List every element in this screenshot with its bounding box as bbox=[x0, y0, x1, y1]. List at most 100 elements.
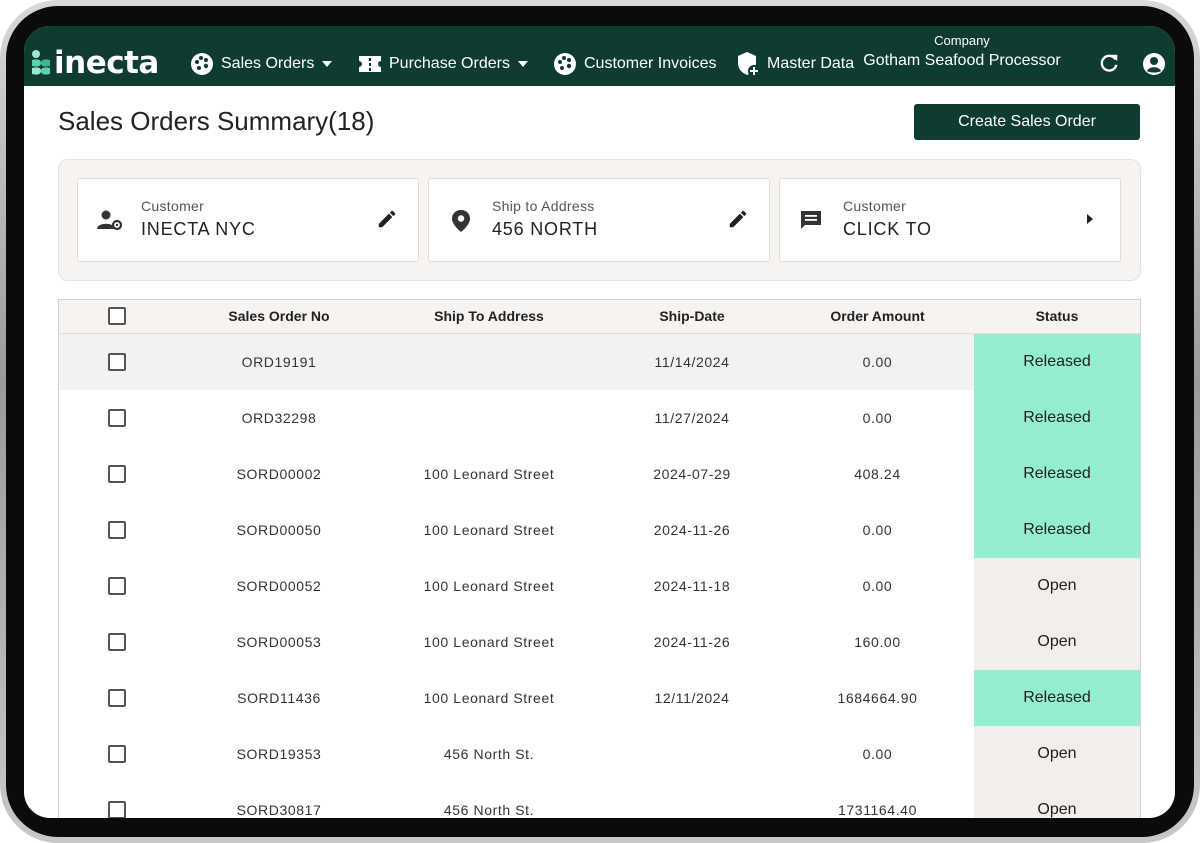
nav-customer-invoices[interactable]: Customer Invoices bbox=[553, 50, 717, 78]
logo-text: inecta bbox=[54, 45, 159, 81]
ship-to-address: 456 North St. bbox=[443, 802, 535, 818]
company-name: Gotham Seafood Processor bbox=[863, 52, 1061, 69]
ship-date bbox=[599, 782, 785, 818]
order-amount: 0.00 bbox=[862, 522, 893, 538]
location-pin-icon bbox=[451, 209, 471, 233]
inecta-logo[interactable]: inecta bbox=[30, 46, 159, 80]
shield-plus-icon bbox=[736, 51, 760, 77]
table-row[interactable]: SORD19353 456 North St. 0.00 Open bbox=[59, 726, 1140, 783]
column-header[interactable]: Status bbox=[1035, 308, 1079, 324]
ship-to-address: 100 Leonard Street bbox=[423, 466, 555, 482]
row-checkbox[interactable] bbox=[108, 353, 126, 371]
status-badge: Released bbox=[974, 670, 1140, 726]
ship-date: 2024-11-18 bbox=[653, 578, 731, 594]
status-badge: Open bbox=[974, 614, 1140, 670]
nav-label: Master Data bbox=[767, 55, 855, 72]
row-checkbox[interactable] bbox=[108, 521, 126, 539]
row-checkbox[interactable] bbox=[108, 745, 126, 763]
ticket-icon bbox=[358, 54, 382, 74]
row-checkbox[interactable] bbox=[108, 689, 126, 707]
customer-filter-card[interactable]: Customer INECTA NYC bbox=[77, 178, 419, 262]
nav-sales-orders[interactable]: Sales Orders bbox=[190, 50, 333, 78]
row-checkbox[interactable] bbox=[108, 633, 126, 651]
row-checkbox[interactable] bbox=[108, 465, 126, 483]
user-gear-icon bbox=[97, 209, 123, 231]
order-number[interactable]: SORD00052 bbox=[236, 578, 322, 594]
filter-label: Ship to Address bbox=[492, 198, 595, 214]
ship-date: 11/14/2024 bbox=[654, 354, 730, 370]
status-badge: Open bbox=[974, 726, 1140, 782]
order-number[interactable]: ORD32298 bbox=[241, 410, 317, 426]
ship-date: 11/27/2024 bbox=[654, 410, 730, 426]
table-row[interactable]: ORD32298 11/27/2024 0.00 Released bbox=[59, 390, 1140, 447]
ship-date: 2024-07-29 bbox=[653, 466, 731, 482]
order-number[interactable]: SORD11436 bbox=[237, 690, 321, 706]
chevron-right-icon[interactable] bbox=[1086, 213, 1094, 225]
status-badge: Released bbox=[974, 502, 1140, 558]
table-row[interactable]: SORD00050 100 Leonard Street 2024-11-26 … bbox=[59, 502, 1140, 559]
top-nav-bar: inecta Sales Orders Purchase Orders bbox=[24, 26, 1175, 86]
customer-comment-card[interactable]: Customer CLICK TO bbox=[779, 178, 1121, 262]
status-badge: Released bbox=[974, 334, 1140, 390]
create-sales-order-button[interactable]: Create Sales Order bbox=[914, 104, 1140, 140]
order-amount: 0.00 bbox=[862, 746, 893, 762]
order-amount: 160.00 bbox=[854, 634, 901, 650]
palette-icon bbox=[553, 52, 577, 76]
table-row[interactable]: ORD19191 11/14/2024 0.00 Released bbox=[59, 334, 1140, 391]
filter-label: Customer bbox=[141, 198, 205, 214]
nav-purchase-orders[interactable]: Purchase Orders bbox=[358, 50, 528, 78]
ship-to-address: 100 Leonard Street bbox=[423, 690, 555, 706]
status-badge: Released bbox=[974, 390, 1140, 446]
table-row[interactable]: SORD11436 100 Leonard Street 12/11/2024 … bbox=[59, 670, 1140, 727]
order-amount: 0.00 bbox=[862, 410, 893, 426]
ship-to-address bbox=[389, 334, 589, 390]
account-circle-icon[interactable] bbox=[1142, 52, 1166, 76]
filter-value: 456 NORTH bbox=[492, 219, 598, 239]
order-amount: 408.24 bbox=[854, 466, 901, 482]
filter-value: CLICK TO bbox=[843, 219, 932, 239]
order-amount: 1684664.90 bbox=[837, 690, 918, 706]
order-number[interactable]: ORD19191 bbox=[241, 354, 317, 370]
column-header[interactable]: Order Amount bbox=[830, 308, 925, 324]
ship-to-address: 100 Leonard Street bbox=[423, 578, 555, 594]
caret-down-icon bbox=[517, 61, 528, 67]
column-header[interactable]: Ship-Date bbox=[659, 308, 725, 324]
order-amount: 0.00 bbox=[862, 578, 893, 594]
order-number[interactable]: SORD30817 bbox=[236, 802, 322, 818]
company-selector[interactable]: Company Gotham Seafood Processor bbox=[862, 32, 1062, 72]
table-row[interactable]: SORD00002 100 Leonard Street 2024-07-29 … bbox=[59, 446, 1140, 503]
table-row[interactable]: SORD30817 456 North St. 1731164.40 Open bbox=[59, 782, 1140, 818]
ship-to-address: 456 North St. bbox=[443, 746, 535, 762]
row-checkbox[interactable] bbox=[108, 801, 126, 818]
refresh-icon[interactable] bbox=[1098, 52, 1120, 74]
nav-label: Customer Invoices bbox=[584, 55, 717, 72]
order-amount: 1731164.40 bbox=[838, 802, 917, 818]
filter-label: Customer bbox=[843, 198, 907, 214]
ship-date bbox=[599, 726, 785, 782]
order-number[interactable]: SORD00002 bbox=[236, 466, 322, 482]
select-all-checkbox[interactable] bbox=[108, 307, 126, 325]
row-checkbox[interactable] bbox=[108, 409, 126, 427]
inecta-logo-icon bbox=[30, 49, 52, 77]
status-badge: Open bbox=[974, 558, 1140, 614]
row-checkbox[interactable] bbox=[108, 577, 126, 595]
column-header[interactable]: Sales Order No bbox=[228, 308, 330, 324]
nav-master-data[interactable]: Master Data bbox=[736, 50, 854, 78]
order-number[interactable]: SORD00053 bbox=[236, 634, 322, 650]
ship-to-filter-card[interactable]: Ship to Address 456 NORTH bbox=[428, 178, 770, 262]
order-amount: 0.00 bbox=[862, 354, 893, 370]
order-number[interactable]: SORD00050 bbox=[236, 522, 322, 538]
table-row[interactable]: SORD00053 100 Leonard Street 2024-11-26 … bbox=[59, 614, 1140, 671]
order-number[interactable]: SORD19353 bbox=[236, 746, 322, 762]
column-header[interactable]: Ship To Address bbox=[434, 308, 544, 324]
nav-label: Purchase Orders bbox=[389, 55, 510, 72]
page-title: Sales Orders Summary(18) bbox=[58, 106, 375, 136]
ship-date: 2024-11-26 bbox=[653, 634, 731, 650]
pencil-icon[interactable] bbox=[376, 208, 398, 230]
ship-date: 2024-11-26 bbox=[653, 522, 731, 538]
ship-to-address bbox=[389, 390, 589, 446]
status-badge: Released bbox=[974, 446, 1140, 502]
sales-orders-table: Sales Order No Ship To Address Ship-Date… bbox=[58, 299, 1141, 818]
table-row[interactable]: SORD00052 100 Leonard Street 2024-11-18 … bbox=[59, 558, 1140, 615]
pencil-icon[interactable] bbox=[727, 208, 749, 230]
